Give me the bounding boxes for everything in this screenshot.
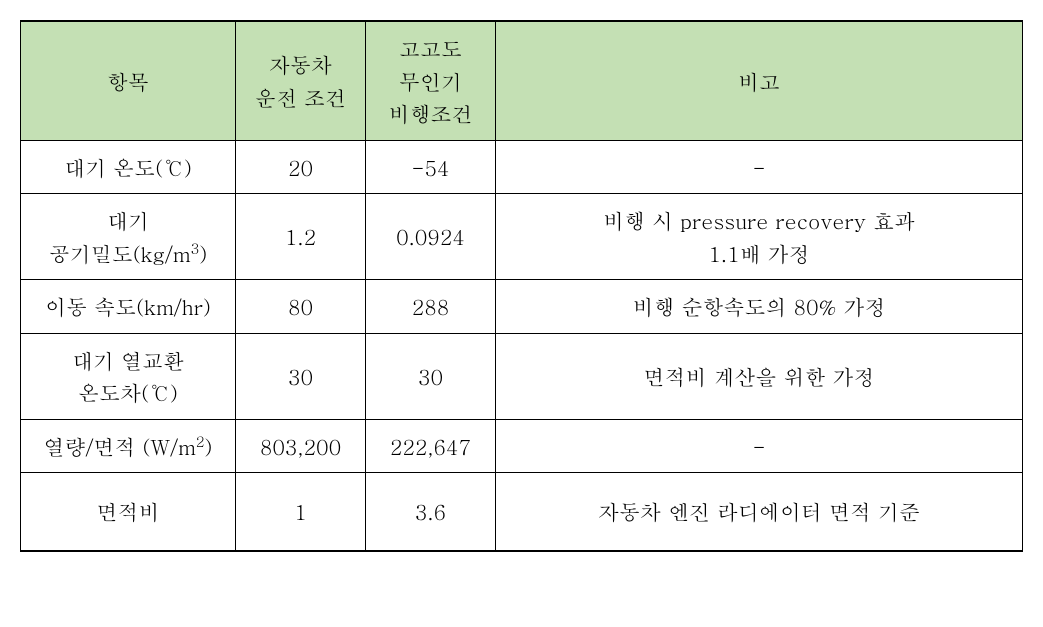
cell-car: 1 — [236, 473, 366, 551]
cell-text: 대기 열교환 — [72, 345, 184, 375]
table-body: 대기 온도(℃) 20 -54 - 대기 공기밀도(kg/m3) 1.2 0.0… — [21, 140, 1023, 551]
cell-note: - — [496, 140, 1023, 194]
cell-note: 비행 시 pressure recovery 효과 1.1배 가정 — [496, 194, 1023, 280]
cell-item: 대기 공기밀도(kg/m3) — [21, 194, 236, 280]
cell-text: 20 — [288, 152, 313, 182]
cell-text: 222,647 — [390, 431, 471, 461]
header-label-line: 비행조건 — [389, 98, 473, 128]
comparison-table: 항목 자동차 운전 조건 고고도 무인기 비행조건 비고 대기 온도(℃) — [20, 20, 1023, 552]
cell-text: 80 — [288, 291, 313, 321]
cell-uav: 222,647 — [366, 419, 496, 473]
cell-text: 자동차 엔진 라디에이터 면적 기준 — [598, 496, 920, 526]
col-header-uav: 고고도 무인기 비행조건 — [366, 21, 496, 140]
table-header: 항목 자동차 운전 조건 고고도 무인기 비행조건 비고 — [21, 21, 1023, 140]
cell-uav: -54 — [366, 140, 496, 194]
cell-text: 1.2 — [285, 221, 316, 251]
cell-text: -54 — [411, 152, 449, 182]
header-label-line: 고고도 — [399, 33, 462, 63]
cell-item: 대기 열교환 온도차(℃) — [21, 333, 236, 419]
cell-item: 대기 온도(℃) — [21, 140, 236, 194]
table-row: 열량/면적 (W/m2) 803,200 222,647 - — [21, 419, 1023, 473]
header-label-line: 무인기 — [399, 66, 462, 96]
cell-text: 비행 순항속도의 80% 가정 — [633, 291, 886, 321]
superscript: 3 — [191, 238, 200, 259]
cell-car: 803,200 — [236, 419, 366, 473]
cell-text: 1.1배 가정 — [708, 238, 809, 268]
cell-car: 30 — [236, 333, 366, 419]
cell-car: 80 — [236, 280, 366, 334]
cell-text: - — [752, 152, 765, 182]
superscript: 2 — [196, 431, 205, 452]
table-row: 이동 속도(km/hr) 80 288 비행 순항속도의 80% 가정 — [21, 280, 1023, 334]
header-label: 항목 — [107, 66, 149, 96]
cell-text: 288 — [412, 291, 450, 321]
cell-text: 대기 — [107, 205, 149, 235]
cell-text: 열량/면적 (W/m — [44, 431, 196, 461]
cell-text: 대기 온도(℃) — [64, 152, 192, 182]
col-header-item: 항목 — [21, 21, 236, 140]
cell-text: 803,200 — [260, 431, 341, 461]
table-row: 대기 열교환 온도차(℃) 30 30 면적비 계산을 위한 가정 — [21, 333, 1023, 419]
cell-uav: 0.0924 — [366, 194, 496, 280]
table-row: 대기 공기밀도(kg/m3) 1.2 0.0924 비행 시 pressure … — [21, 194, 1023, 280]
comparison-table-container: 항목 자동차 운전 조건 고고도 무인기 비행조건 비고 대기 온도(℃) — [20, 20, 1023, 552]
header-label: 비고 — [738, 66, 780, 96]
cell-text: 1 — [294, 496, 307, 526]
cell-item: 이동 속도(km/hr) — [21, 280, 236, 334]
cell-note: 자동차 엔진 라디에이터 면적 기준 — [496, 473, 1023, 551]
table-row: 대기 온도(℃) 20 -54 - — [21, 140, 1023, 194]
cell-text: 이동 속도(km/hr) — [45, 291, 211, 321]
cell-text: 공기밀도(kg/m — [49, 238, 191, 268]
cell-car: 20 — [236, 140, 366, 194]
cell-text: 온도차(℃) — [78, 377, 178, 407]
cell-text: ) — [205, 431, 213, 461]
cell-text: 면적비 계산을 위한 가정 — [644, 361, 875, 391]
header-label-line: 운전 조건 — [255, 82, 346, 112]
table-row: 면적비 1 3.6 자동차 엔진 라디에이터 면적 기준 — [21, 473, 1023, 551]
cell-text: 30 — [418, 361, 443, 391]
cell-note: - — [496, 419, 1023, 473]
cell-item: 면적비 — [21, 473, 236, 551]
cell-text: 0.0924 — [396, 221, 465, 251]
cell-car: 1.2 — [236, 194, 366, 280]
cell-text: 비행 시 pressure recovery 효과 — [603, 205, 915, 235]
cell-note: 면적비 계산을 위한 가정 — [496, 333, 1023, 419]
cell-uav: 3.6 — [366, 473, 496, 551]
cell-text: 3.6 — [415, 496, 446, 526]
cell-text: - — [752, 431, 765, 461]
cell-text: 면적비 — [97, 496, 160, 526]
col-header-note: 비고 — [496, 21, 1023, 140]
cell-text: ) — [199, 238, 207, 268]
cell-uav: 30 — [366, 333, 496, 419]
cell-item: 열량/면적 (W/m2) — [21, 419, 236, 473]
cell-uav: 288 — [366, 280, 496, 334]
header-label-line: 자동차 — [269, 49, 332, 79]
cell-text: 30 — [288, 361, 313, 391]
col-header-car: 자동차 운전 조건 — [236, 21, 366, 140]
cell-note: 비행 순항속도의 80% 가정 — [496, 280, 1023, 334]
